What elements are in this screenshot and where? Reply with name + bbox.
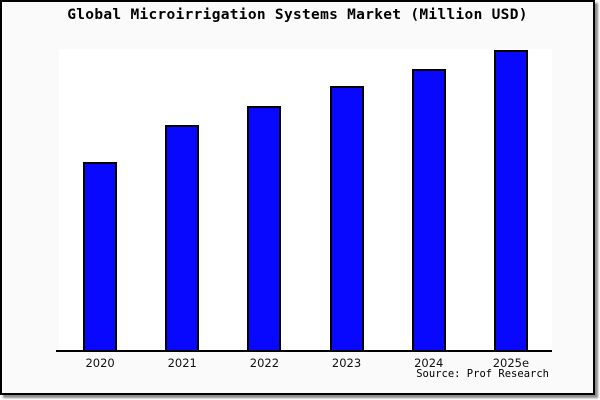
x-tick-label-2024: 2024 [414, 356, 444, 370]
bar-2023 [329, 86, 364, 350]
bar-2020 [83, 161, 118, 350]
chart-title: Global Microirrigation Systems Market (M… [67, 7, 528, 23]
source-credit: Source: Prof Research [416, 368, 549, 380]
x-tick-label-2020: 2020 [85, 356, 115, 370]
bar-2021 [165, 124, 200, 350]
chart-frame: Global Microirrigation Systems Market (M… [0, 0, 595, 395]
x-tick-label-2021: 2021 [167, 356, 197, 370]
bar-2025e [493, 49, 528, 350]
x-axis-line [56, 350, 552, 352]
x-tick-label-2025e: 2025e [492, 356, 530, 370]
plot-area [59, 49, 552, 350]
x-tick-label-2022: 2022 [249, 356, 280, 370]
bar-2022 [247, 105, 282, 350]
x-axis-labels: 2020 2021 2022 2023 2024 2025e [59, 356, 552, 370]
x-tick-label-2023: 2023 [331, 356, 362, 370]
bar-2024 [411, 68, 446, 350]
